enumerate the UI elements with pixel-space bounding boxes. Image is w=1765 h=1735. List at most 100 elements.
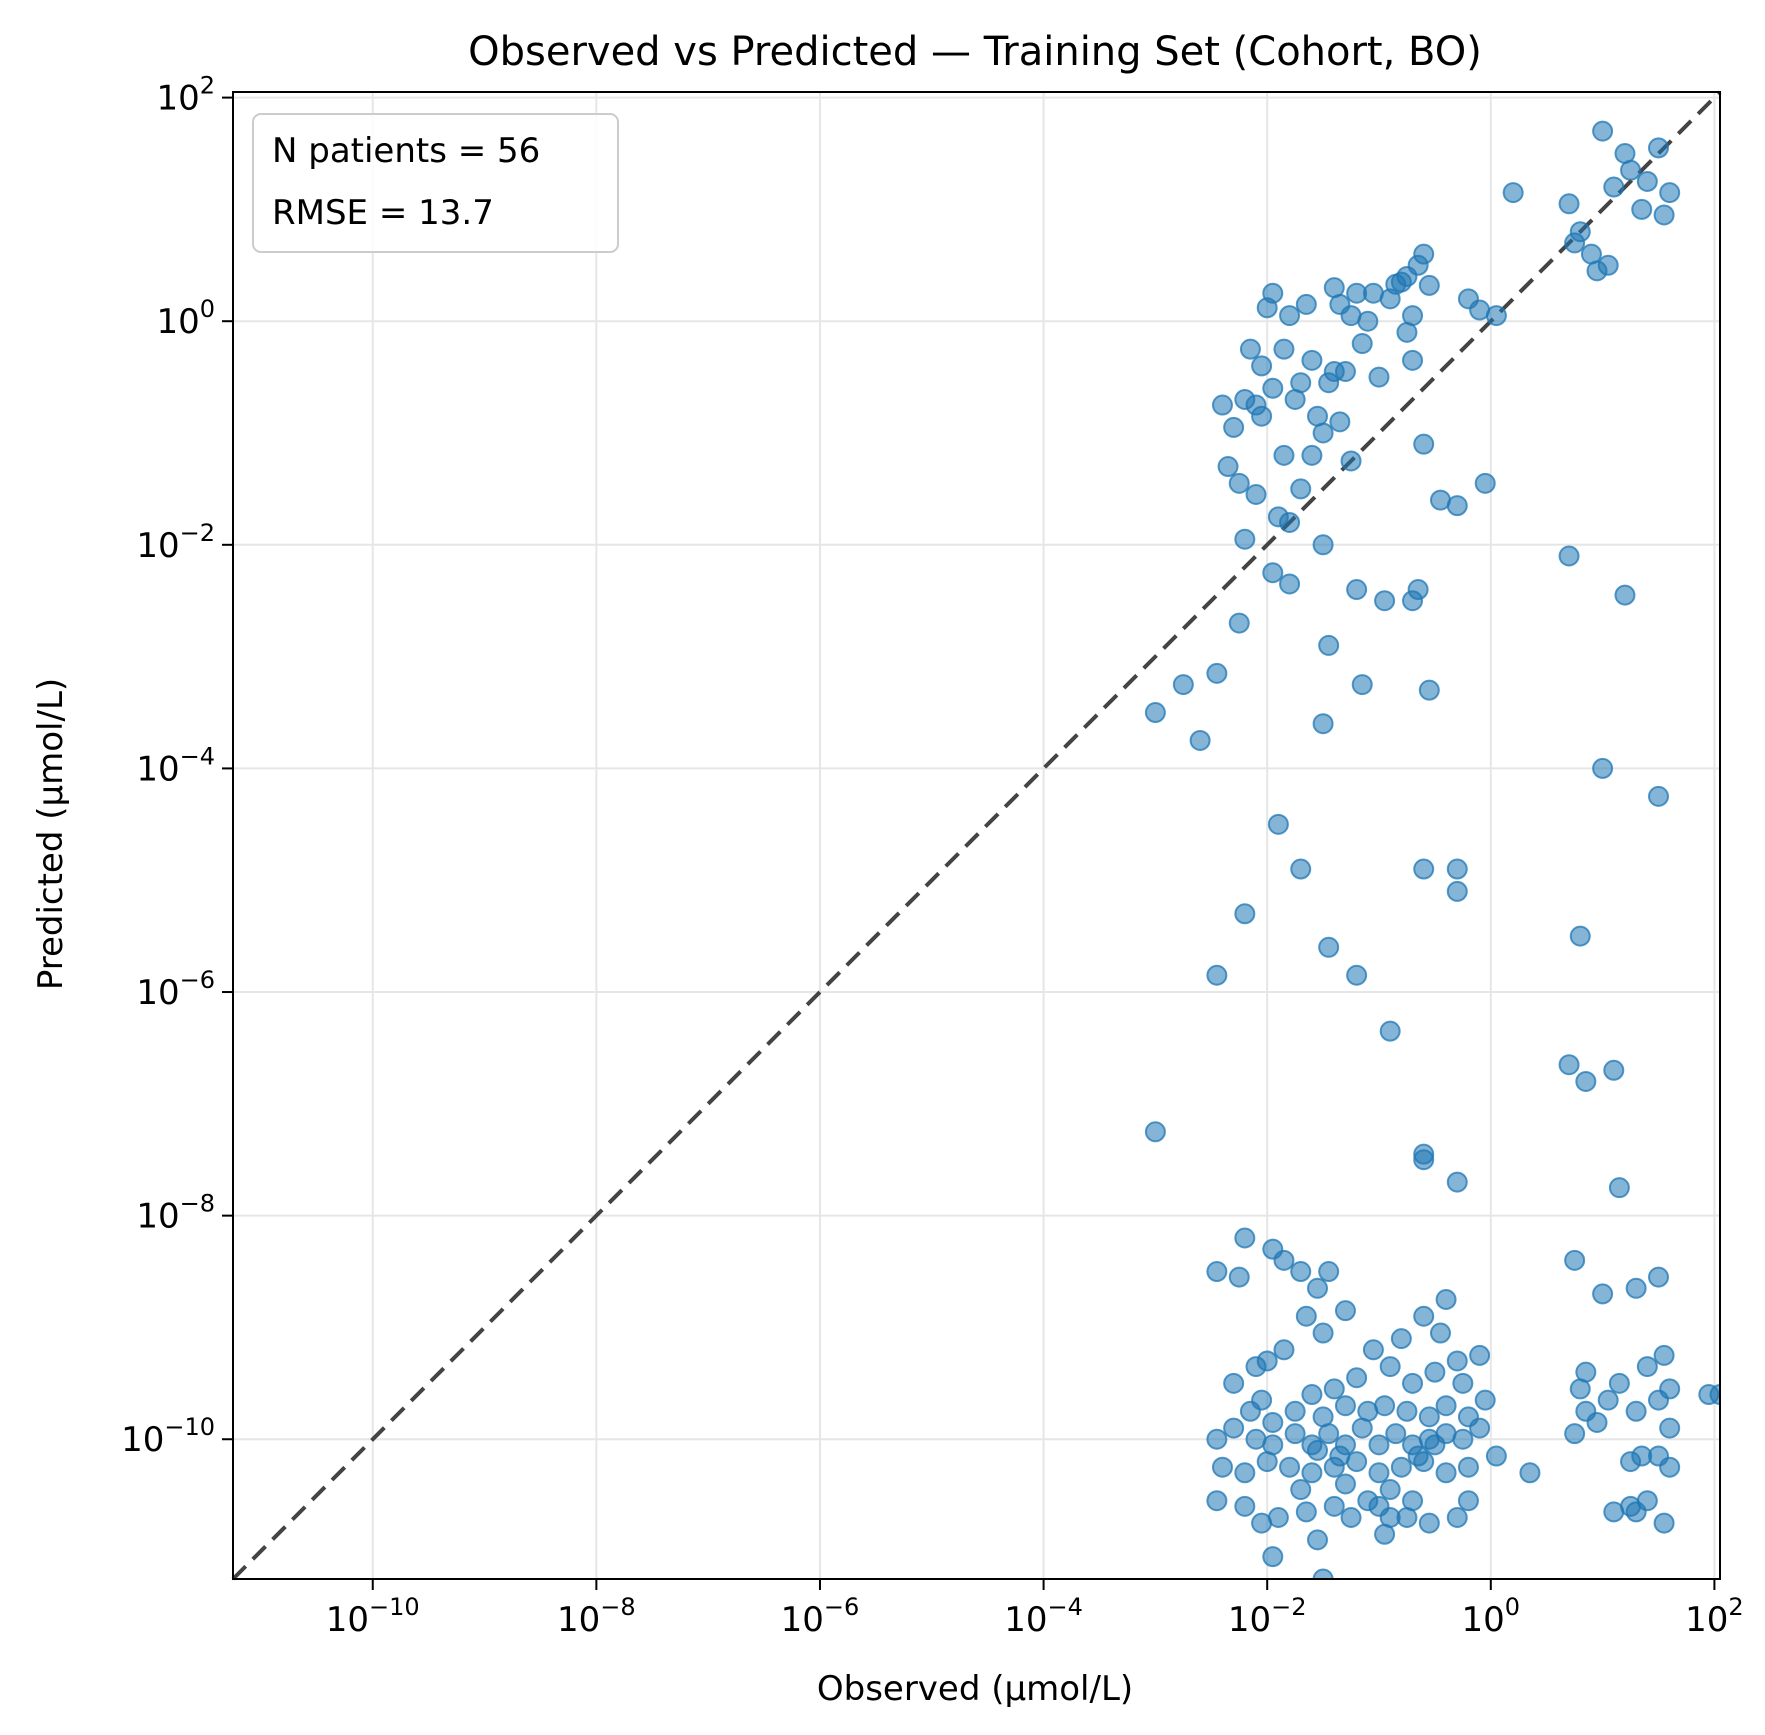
data-point [1379,1507,1401,1529]
data-point [1592,1283,1614,1305]
data-point [1189,729,1211,751]
data-point [1262,377,1284,399]
data-point [1429,1322,1451,1344]
data-point [1469,1344,1491,1366]
data-point [1206,1428,1228,1450]
data-point [1340,305,1362,327]
data-point [1558,193,1580,215]
data-point [1558,545,1580,567]
data-point [1245,1356,1267,1378]
data-point [1312,1568,1334,1579]
data-point [1234,1462,1256,1484]
data-point [1502,182,1524,204]
data-point [1346,964,1368,986]
data-point [1223,1417,1245,1439]
data-point [1597,254,1619,276]
data-point [1636,170,1658,192]
data-point [1648,785,1670,807]
data-point [1340,1507,1362,1529]
data-point [1418,1406,1440,1428]
data-point [1457,1490,1479,1512]
y-tick-label: 10−10 [121,1413,215,1460]
x-tick-label: 10−2 [1228,1593,1307,1640]
data-point [1362,1339,1384,1361]
data-point [1312,534,1334,556]
data-point [1334,1473,1356,1495]
data-point [1334,1300,1356,1322]
data-point [1592,120,1614,142]
chart-title: Observed vs Predicted — Training Set (Co… [468,29,1482,75]
data-point [1564,1423,1586,1445]
data-point [1435,1288,1457,1310]
data-point [1368,366,1390,388]
y-tick-label: 10−2 [136,519,215,566]
data-point [1239,1400,1261,1422]
data-point [1586,1411,1608,1433]
data-point [1234,903,1256,925]
data-point [1374,1395,1396,1417]
data-point [1346,1367,1368,1389]
data-point [1659,1417,1681,1439]
data-point [1279,1456,1301,1478]
y-tick-label: 102 [156,72,215,119]
annotation-background [252,113,619,253]
data-point [1307,1529,1329,1551]
data-point [1569,1378,1591,1400]
x-axis-label: Observed (µmol/L) [817,1669,1133,1709]
data-point [1351,674,1373,696]
data-point [1262,1411,1284,1433]
data-point [1407,254,1429,276]
data-point [1418,274,1440,296]
data-point [1217,456,1239,478]
data-point [1307,1277,1329,1299]
data-point [1295,1305,1317,1327]
data-point [1211,394,1233,416]
data-point [1211,1456,1233,1478]
data-point [1457,1456,1479,1478]
stats-annotation: N patients = 56 RMSE = 13.7 [252,113,619,253]
data-point [1519,1462,1541,1484]
data-point [1413,1305,1435,1327]
data-point [1418,679,1440,701]
data-point [1413,1451,1435,1473]
data-point [1413,1149,1435,1171]
data-point [1273,1339,1295,1361]
grid-lines [233,92,1720,1579]
y-axis-label: Predicted (µmol/L) [31,678,71,990]
data-point [1323,1456,1345,1478]
data-point [1144,702,1166,724]
data-point [1446,880,1468,902]
x-tick-label: 10−6 [781,1593,860,1640]
data-point [1262,282,1284,304]
data-point [1279,305,1301,327]
data-point [1251,405,1273,427]
data-point [1564,1249,1586,1271]
data-point [1474,1389,1496,1411]
reference-line-y-equals-x [231,90,1722,1581]
data-point [1144,1121,1166,1143]
data-point [1653,204,1675,226]
data-point [1424,1361,1446,1383]
data-point [1357,1490,1379,1512]
data-point [1648,137,1670,159]
data-point [1620,159,1642,181]
annotation-rmse: RMSE = 13.7 [272,193,494,233]
data-point [1273,338,1295,360]
data-point [1474,472,1496,494]
data-point [1396,321,1418,343]
data-point [1228,612,1250,634]
annotation-n-patients: N patients = 56 [272,131,540,171]
data-point [1234,1227,1256,1249]
data-point [1413,858,1435,880]
data-point [1435,1395,1457,1417]
data-point [1368,1462,1390,1484]
data-point [1636,1490,1658,1512]
data-point [1323,361,1345,383]
data-point [1469,1417,1491,1439]
data-point [1390,1328,1412,1350]
data-point [1318,1261,1340,1283]
plot-frame [232,91,1721,1580]
data-point [1301,349,1323,371]
data-point [1402,349,1424,371]
data-point [1631,198,1653,220]
